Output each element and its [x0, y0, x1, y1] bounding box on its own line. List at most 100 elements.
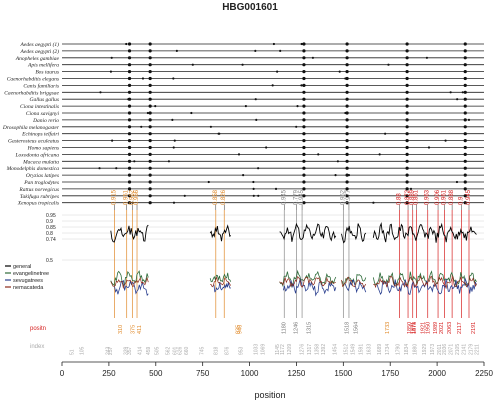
- score-tick-label: 0.5: [46, 258, 53, 264]
- alignment-dot: [127, 42, 132, 46]
- index-label: 2071: [448, 344, 454, 355]
- index-label: 1033: [254, 344, 260, 355]
- alignment-dot: [302, 132, 306, 136]
- score-lines: [110, 221, 477, 297]
- alignment-dot: [345, 83, 349, 87]
- alignment-dot: [302, 180, 306, 184]
- index-label: 1276: [299, 344, 305, 355]
- index-label: 357: [127, 346, 133, 355]
- alignment-dot: [99, 91, 102, 94]
- alignment-dot: [148, 104, 152, 108]
- alignment-dot: [302, 187, 306, 191]
- alignment-dot: [279, 49, 282, 53]
- alignment-dot: [244, 105, 247, 108]
- alignment-dot: [345, 70, 349, 74]
- alignment-dot: [345, 173, 349, 177]
- x-tick-label: 2000: [428, 369, 446, 378]
- alignment-dot: [345, 187, 349, 191]
- alignment-dot: [463, 49, 467, 53]
- x-axis-label: position: [254, 390, 285, 400]
- index-label: 1790: [396, 344, 402, 355]
- line-sevugatrees: [213, 281, 231, 293]
- alignment-dot: [127, 166, 132, 170]
- alignment-dot: [463, 97, 467, 101]
- position-row-label: positn: [30, 326, 46, 332]
- alignment-dot: [302, 83, 306, 87]
- alignment-dot: [345, 63, 349, 67]
- alignment-dot: [311, 56, 315, 59]
- alignment-dot: [405, 125, 409, 129]
- position-label: 1246: [294, 322, 300, 334]
- alignment-dot: [265, 146, 268, 149]
- index-label: 1633: [366, 344, 372, 355]
- position-label: 1878: [412, 322, 418, 334]
- alignment-dot: [345, 42, 349, 46]
- line-evangelinetree: [209, 272, 232, 283]
- alignment-dot: [345, 125, 349, 129]
- line-nemacateda: [341, 276, 367, 288]
- alignment-dot: [463, 42, 467, 46]
- alignment-dot: [302, 201, 306, 205]
- alignment-dot: [148, 173, 152, 177]
- index-label: 2141: [462, 344, 468, 355]
- alignment-dot: [463, 187, 467, 191]
- alignment-dot: [172, 77, 175, 80]
- alignment-dot: [463, 90, 467, 94]
- alignment-dot: [254, 98, 257, 101]
- species-label: Rattus norvegicus: [18, 187, 59, 193]
- alignment-dot: [148, 132, 152, 136]
- index-label: 2179: [469, 344, 475, 355]
- species-label: Xenopus tropicalis: [17, 201, 59, 207]
- alignment-dot: [302, 76, 306, 81]
- alignment-dot: [405, 152, 409, 156]
- alignment-dot: [167, 160, 171, 163]
- alignment-dot: [133, 160, 136, 163]
- alignment-dot: [302, 42, 306, 46]
- alignment-dot: [405, 90, 409, 94]
- alignment-dot: [345, 97, 349, 101]
- species-label: Monodelphis domestica: [6, 166, 60, 172]
- alignment-dot: [127, 111, 132, 115]
- alignment-dot: [127, 187, 132, 191]
- alignment-dot: [345, 118, 349, 122]
- legend-label: general: [13, 264, 31, 270]
- alignment-dot: [148, 194, 152, 198]
- score-tick-label: 0.74: [46, 237, 56, 243]
- alignment-dot: [148, 125, 152, 129]
- alignment-dot: [302, 139, 306, 143]
- alignment-dot: [405, 70, 409, 74]
- alignment-dot: [217, 132, 220, 135]
- index-label: 745: [200, 346, 206, 355]
- alignment-dot: [302, 159, 306, 163]
- index-label: 818: [213, 346, 219, 355]
- alignment-dot: [463, 152, 467, 156]
- species-rows: Aedes aegypti (1)Aedes aegypti (2)Anophe…: [2, 41, 484, 207]
- alignment-dot: [302, 63, 306, 67]
- alignment-dot: [127, 76, 132, 81]
- alignment-dot: [127, 201, 132, 205]
- alignment-dot: [463, 201, 467, 205]
- alignment-dot: [302, 118, 306, 122]
- alignment-dot: [384, 132, 387, 135]
- peak-label: 0.962: [129, 189, 135, 205]
- alignment-dot: [127, 132, 132, 136]
- alignment-dot: [449, 91, 452, 94]
- index-label: 1591: [358, 344, 364, 355]
- species-label: Takifugu rubripes: [20, 193, 59, 200]
- line-nemacateda: [110, 276, 149, 290]
- connector-lines: [114, 204, 470, 210]
- legend-label: sevugatrees: [13, 278, 43, 284]
- species-label: Homo sapiens: [27, 146, 59, 152]
- peak-label: 0.9: [458, 196, 464, 205]
- species-label: Caenorhabditis elegans: [7, 77, 59, 83]
- alignment-dot: [405, 166, 409, 170]
- index-label: 1734: [385, 344, 391, 355]
- species-label: Aedes aegypti (2): [20, 48, 60, 55]
- alignment-dot: [387, 63, 390, 66]
- alignment-dot: [405, 118, 409, 122]
- species-label: Aedes aegypti (1): [20, 41, 60, 48]
- alignment-dot: [463, 111, 467, 115]
- alignment-dot: [405, 180, 409, 184]
- line-sevugatrees: [282, 277, 337, 297]
